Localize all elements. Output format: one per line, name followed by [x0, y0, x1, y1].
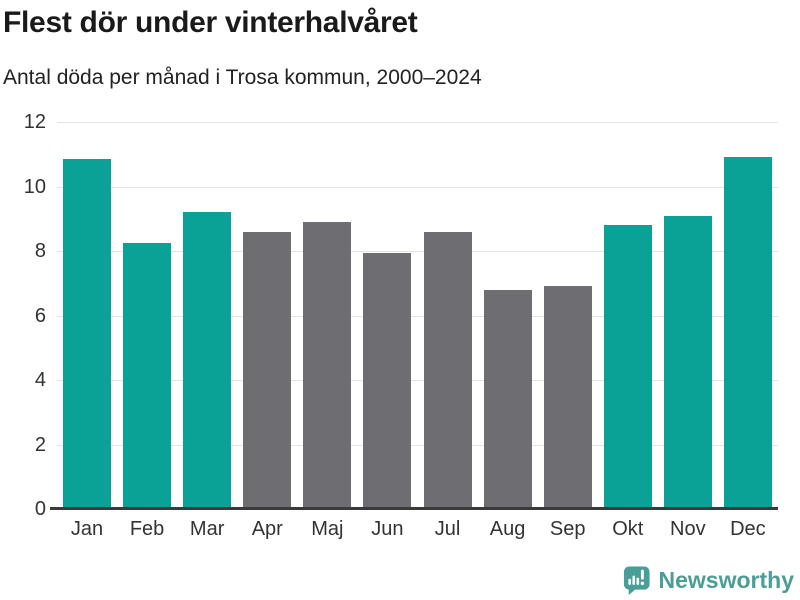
chart-title: Flest dör under vinterhalvåret — [3, 6, 418, 39]
x-tick-nov: Nov — [670, 518, 706, 540]
y-tick-6: 6 — [34, 304, 46, 327]
x-tick-jul: Jul — [434, 518, 461, 540]
bar-nov — [663, 215, 712, 509]
bar-sep — [543, 286, 592, 509]
y-tick-0: 0 — [34, 498, 46, 520]
plot-area — [57, 122, 778, 509]
gridline-10 — [57, 186, 778, 188]
bar-jul — [423, 231, 472, 509]
newsworthy-logo[interactable]: Newsworthy — [622, 565, 794, 596]
x-tick-mar: Mar — [189, 518, 225, 540]
x-tick-sep: Sep — [549, 518, 586, 540]
gridline-8 — [57, 251, 778, 252]
gridline-12 — [57, 122, 778, 123]
x-tick-feb: Feb — [129, 518, 165, 540]
gridline-2 — [57, 444, 778, 446]
y-tick-10: 10 — [23, 175, 46, 198]
bar-maj — [303, 221, 352, 509]
bar-mar — [183, 212, 232, 509]
y-tick-4: 4 — [34, 369, 46, 391]
bar-okt — [603, 225, 652, 509]
gridline-4 — [57, 380, 778, 381]
bar-jan — [63, 159, 112, 509]
bar-feb — [123, 242, 172, 509]
chart-subtitle: Antal döda per månad i Trosa kommun, 200… — [3, 66, 482, 89]
x-tick-jan: Jan — [70, 518, 104, 540]
newsworthy-logo-icon — [622, 565, 651, 596]
x-tick-okt: Okt — [612, 518, 644, 540]
x-tick-apr: Apr — [251, 518, 283, 540]
gridline-6 — [57, 315, 778, 317]
newsworthy-brand-text: Newsworthy — [658, 567, 794, 593]
y-tick-8: 8 — [34, 240, 46, 262]
x-tick-dec: Dec — [730, 518, 766, 540]
x-tick-aug: Aug — [489, 518, 526, 540]
y-tick-2: 2 — [34, 433, 46, 456]
bar-dec — [723, 157, 772, 509]
x-tick-jun: Jun — [371, 518, 404, 540]
bar-apr — [243, 231, 292, 509]
y-tick-12: 12 — [23, 111, 46, 133]
bar-jun — [363, 252, 412, 509]
x-axis-baseline — [50, 507, 778, 510]
x-tick-maj: Maj — [311, 518, 344, 540]
bar-aug — [483, 289, 532, 509]
